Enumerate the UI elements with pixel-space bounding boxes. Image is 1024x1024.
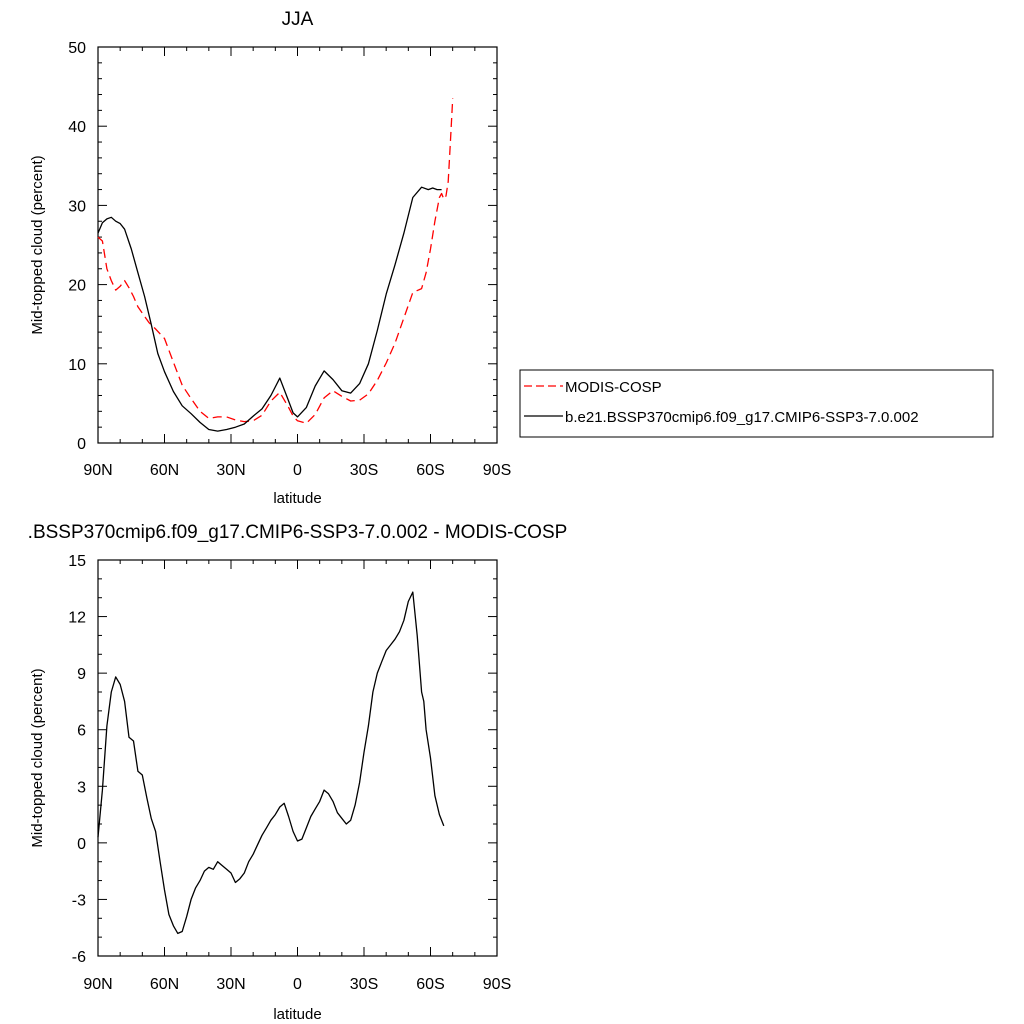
y-tick-label: 12 (68, 610, 86, 627)
y-tick-label: 9 (77, 666, 86, 683)
x-axis-label: latitude (273, 1006, 321, 1023)
x-tick-label: 90S (483, 462, 511, 479)
series-line-1 (97, 98, 454, 424)
chart-title: .BSSP370cmip6.f09_g17.CMIP6-SSP3-7.0.002… (28, 522, 568, 543)
x-tick-label: 90S (483, 976, 511, 993)
y-tick-label: 20 (68, 278, 86, 295)
x-tick-label: 60S (416, 462, 444, 479)
y-tick-label: 0 (77, 836, 86, 853)
chart-panel-2: .BSSP370cmip6.f09_g17.CMIP6-SSP3-7.0.002… (28, 522, 568, 1023)
x-tick-label: 60S (416, 976, 444, 993)
x-tick-label: 0 (293, 462, 302, 479)
y-tick-label: 40 (68, 119, 86, 136)
legend: MODIS-COSP b.e21.BSSP370cmip6.f09_g17.CMI… (519, 369, 994, 438)
series-line-2 (97, 186, 442, 432)
y-tick-label: 10 (68, 357, 86, 374)
y-tick-label: 3 (77, 779, 86, 796)
series-line-1 (97, 591, 445, 935)
x-tick-label: 60N (150, 462, 179, 479)
legend-label-2: b.e21.BSSP370cmip6.f09_g17.CMIP6-SSP3-7.… (565, 409, 919, 426)
x-tick-label: 30N (216, 976, 245, 993)
x-tick-label: 60N (150, 976, 179, 993)
x-tick-label: 90N (83, 462, 112, 479)
x-tick-label: 30N (216, 462, 245, 479)
y-tick-label: -6 (72, 949, 86, 966)
x-tick-label: 0 (293, 976, 302, 993)
legend-label-1: MODIS-COSP (565, 379, 662, 396)
plot-frame (97, 559, 498, 957)
y-tick-label: 30 (68, 198, 86, 215)
plot-frame (97, 46, 498, 444)
legend-box (519, 369, 994, 438)
y-tick-label: 0 (77, 436, 86, 453)
chart-panel-1: JJA 90N 60N 30N 0 30S 60S 90S 0 10 20 30 40 50 latitud… (29, 9, 994, 507)
y-tick-label: 50 (68, 40, 86, 57)
y-axis-label: Mid-topped cloud (percent) (29, 668, 46, 847)
x-tick-label: 30S (350, 976, 378, 993)
y-axis-label: Mid-topped cloud (percent) (29, 155, 46, 334)
x-tick-label: 30S (350, 462, 378, 479)
y-tick-label: 15 (68, 553, 86, 570)
x-tick-label: 90N (83, 976, 112, 993)
y-tick-label: 6 (77, 723, 86, 740)
chart-title: JJA (282, 9, 314, 30)
y-tick-label: -3 (72, 892, 86, 909)
x-axis-label: latitude (273, 490, 321, 507)
